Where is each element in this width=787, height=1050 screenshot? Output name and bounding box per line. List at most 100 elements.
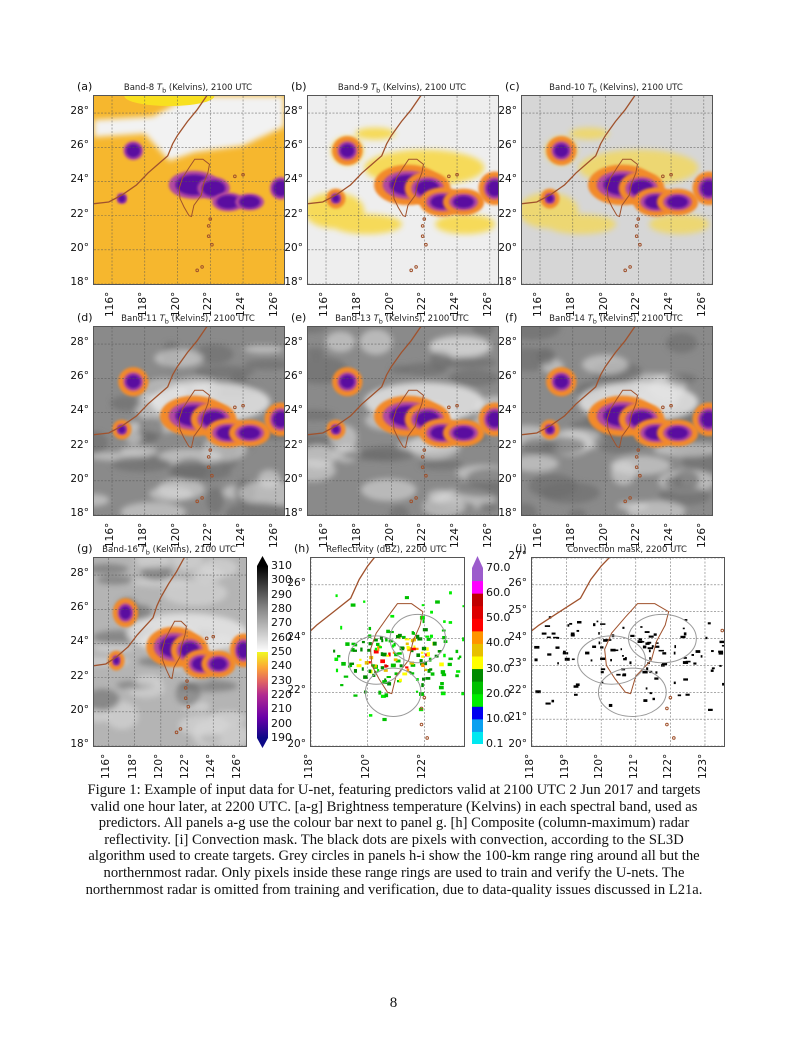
colorbar-tick-label: 280 bbox=[271, 602, 292, 615]
colorbar-tick-label: 200 bbox=[271, 716, 292, 730]
lat-tick-label: 21° bbox=[508, 711, 527, 724]
lat-tick-label: 24° bbox=[70, 635, 89, 648]
title-pre: Band-10 bbox=[549, 83, 588, 93]
colorbar-bin bbox=[472, 618, 483, 632]
map-plot bbox=[93, 326, 285, 516]
lat-tick-label: 20° bbox=[287, 738, 306, 750]
lat-tick-label: 22° bbox=[498, 207, 517, 220]
map-image bbox=[532, 558, 724, 746]
lat-tick-label: 26° bbox=[70, 139, 89, 152]
title-pre: Reflectivity (dBZ), 2200 UTC bbox=[326, 545, 447, 555]
lon-tick-label: 126° bbox=[267, 522, 280, 548]
panel-label: (b) bbox=[291, 80, 307, 93]
lat-tick-label: 22° bbox=[287, 684, 306, 697]
map-plot bbox=[531, 557, 725, 747]
lon-tick-label: 118° bbox=[303, 753, 315, 779]
lat-tick-label: 27° bbox=[508, 550, 527, 562]
lat-tick-label: 24° bbox=[70, 173, 89, 186]
panel-label: (c) bbox=[505, 80, 520, 93]
colorbar-bin bbox=[472, 643, 483, 657]
map-plot bbox=[307, 326, 499, 516]
colorbar-bin bbox=[472, 706, 483, 720]
lat-tick-label: 26° bbox=[287, 576, 306, 589]
colorbar-tick-label: 220 bbox=[271, 688, 292, 701]
lon-tick-label: 124° bbox=[205, 753, 218, 779]
title-sub: b bbox=[164, 317, 169, 326]
lon-tick-label: 122° bbox=[416, 753, 429, 779]
colorbar-bin bbox=[472, 605, 483, 619]
panel-title: Convection mask, 2200 UTC bbox=[531, 545, 723, 557]
colorbar-bin bbox=[472, 630, 483, 644]
lon-tick-label: 121° bbox=[627, 753, 640, 779]
title-var: T bbox=[370, 83, 377, 93]
lon-tick-label: 126° bbox=[481, 522, 494, 548]
colorbar-tick-label: 60.0 bbox=[486, 586, 511, 600]
colorbar-tick-label: 260 bbox=[271, 630, 292, 644]
map-image bbox=[308, 96, 498, 284]
panel-label: (f) bbox=[505, 311, 518, 324]
title-var: T bbox=[156, 83, 163, 93]
lon-tick-label: 120° bbox=[593, 753, 606, 779]
panel-label: (h) bbox=[294, 542, 310, 555]
panel-label: (g) bbox=[77, 542, 93, 555]
colorbar-tick-label: 20.0 bbox=[486, 686, 511, 700]
lat-tick-label: 26° bbox=[70, 370, 89, 383]
lat-tick-label: 18° bbox=[498, 276, 517, 288]
colorbar-bin bbox=[472, 656, 483, 670]
panel-title: Reflectivity (dBZ), 2200 UTC bbox=[310, 545, 463, 557]
lat-tick-label: 22° bbox=[284, 438, 303, 451]
colorbar-tick-label: 310 bbox=[271, 559, 292, 572]
lat-tick-label: 26° bbox=[284, 370, 303, 383]
lat-tick-label: 20° bbox=[284, 241, 303, 254]
lat-tick-label: 28° bbox=[70, 336, 89, 349]
lon-tick-label: 122° bbox=[179, 753, 192, 779]
colorbar-tick-label: 210 bbox=[271, 702, 292, 716]
panel-title: Band-10 Tb (Kelvins), 2100 UTC bbox=[521, 83, 711, 95]
title-pre: Band-9 bbox=[337, 83, 371, 93]
lon-tick-label: 119° bbox=[558, 753, 571, 779]
map-image bbox=[94, 558, 246, 746]
panel-title: Band-8 Tb (Kelvins), 2100 UTC bbox=[93, 83, 283, 95]
panel-label: (e) bbox=[291, 311, 307, 324]
lat-tick-label: 24° bbox=[284, 404, 303, 417]
map-plot bbox=[521, 95, 713, 285]
title-sub: b bbox=[378, 317, 383, 326]
colorbar-tick-label: 270 bbox=[271, 616, 292, 630]
lat-tick-label: 22° bbox=[284, 207, 303, 220]
panel-label: (i) bbox=[515, 542, 527, 555]
colorbar-tick-label: 190 bbox=[271, 731, 292, 744]
colorbar-tick-label: 240 bbox=[271, 659, 292, 673]
lat-tick-label: 24° bbox=[508, 630, 527, 643]
lat-tick-label: 20° bbox=[70, 703, 89, 716]
panel-title: Band-13 Tb (Kelvins), 2100 UTC bbox=[307, 314, 497, 326]
lon-tick-label: 118° bbox=[524, 753, 536, 779]
map-image bbox=[94, 327, 284, 515]
lat-tick-label: 22° bbox=[508, 684, 527, 697]
title-sub: b bbox=[592, 86, 597, 95]
colorbar-bin bbox=[472, 580, 483, 594]
colorbar-tick-label: 50.0 bbox=[486, 611, 511, 625]
map-plot bbox=[307, 95, 499, 285]
lon-tick-label: 122° bbox=[662, 753, 675, 779]
title-post: (Kelvins), 2100 UTC bbox=[380, 83, 467, 93]
lat-tick-label: 28° bbox=[284, 105, 303, 118]
lat-tick-label: 26° bbox=[498, 139, 517, 152]
title-pre: Band-11 bbox=[121, 314, 160, 324]
lat-tick-label: 18° bbox=[498, 507, 517, 519]
title-pre: Band-14 bbox=[549, 314, 588, 324]
title-var: T bbox=[587, 314, 593, 324]
lon-tick-label: 120° bbox=[152, 753, 165, 779]
lat-tick-label: 22° bbox=[70, 669, 89, 682]
title-pre: Band-16 bbox=[102, 545, 141, 555]
colorbar-tick-label: 10.0 bbox=[486, 711, 511, 725]
title-var: T bbox=[140, 545, 146, 555]
lat-tick-label: 25° bbox=[508, 603, 527, 616]
lat-tick-label: 28° bbox=[498, 336, 517, 349]
title-sub: b bbox=[145, 548, 150, 557]
colorbar-tick-label: 40.0 bbox=[486, 636, 511, 650]
lat-tick-label: 28° bbox=[70, 105, 89, 118]
colorbar-tick-label: 300 bbox=[271, 573, 292, 587]
lat-tick-label: 18° bbox=[70, 276, 89, 288]
map-plot bbox=[93, 557, 247, 747]
